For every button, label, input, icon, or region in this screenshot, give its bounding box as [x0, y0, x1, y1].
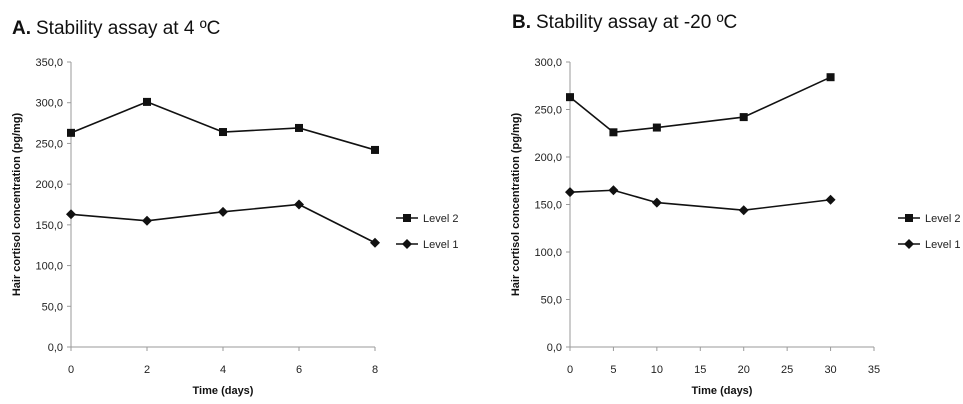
- legend-label: Level 2: [423, 213, 458, 225]
- y-tick-label: 0,0: [547, 342, 562, 354]
- y-axis-label: Hair cortisol concentration (pg/mg): [510, 112, 522, 296]
- y-tick-label: 350,0: [35, 57, 63, 69]
- legend-item: Level 2: [396, 213, 458, 225]
- data-point: [609, 128, 618, 137]
- x-tick-label: 20: [738, 364, 750, 376]
- data-point: [371, 145, 379, 154]
- data-point: [738, 205, 749, 216]
- x-axis-label: Time (days): [692, 385, 753, 397]
- y-tick-label: 100,0: [35, 261, 63, 273]
- data-point: [566, 93, 574, 102]
- x-tick-label: 2: [144, 364, 150, 376]
- data-point: [294, 199, 304, 210]
- legend-label: Level 2: [925, 213, 960, 225]
- y-tick-label: 200,0: [35, 179, 63, 191]
- x-tick-label: 0: [68, 364, 74, 376]
- chart-title: A. Stability assay at 4 ºC: [12, 18, 220, 39]
- data-point: [219, 128, 227, 137]
- panel-a: A. Stability assay at 4 ºC 0,0 50,0 100,0 150…: [11, 18, 458, 397]
- data-point: [826, 73, 835, 82]
- x-tick-label: 4: [220, 364, 226, 376]
- data-point: [652, 123, 661, 132]
- y-tick-label: 300,0: [534, 57, 562, 69]
- chart-title-text: Stability assay at 4 ºC: [36, 18, 220, 39]
- legend-item: Level 1: [396, 239, 458, 251]
- data-point: [142, 215, 152, 226]
- y-axis-label: Hair cortisol concentration (pg/mg): [11, 112, 23, 296]
- panel-letter: A.: [12, 18, 31, 39]
- x-axis-label: Time (days): [193, 385, 254, 397]
- series-level-1: [565, 185, 836, 216]
- legend-marker: [904, 239, 914, 249]
- chart-title-text: Stability assay at -20 ºC: [536, 12, 737, 33]
- data-point: [218, 206, 228, 217]
- y-tick-label: 150,0: [534, 200, 562, 212]
- x-tick-label: 30: [824, 364, 836, 376]
- series-level-1: [66, 199, 380, 248]
- data-point: [739, 113, 748, 122]
- panel-letter: B.: [512, 12, 531, 33]
- series-line: [70, 101, 376, 151]
- x-tick-label: 35: [868, 364, 880, 376]
- y-tick-label: 250,0: [35, 138, 63, 150]
- x-tick-label: 15: [694, 364, 706, 376]
- data-point: [66, 209, 76, 220]
- legend-label: Level 1: [925, 239, 960, 251]
- y-tick-label: 200,0: [534, 152, 562, 164]
- data-point: [67, 128, 75, 137]
- legend-item: Level 1: [898, 239, 960, 251]
- y-tick-label: 300,0: [35, 98, 63, 110]
- x-tick-label: 25: [781, 364, 793, 376]
- x-tick-label: 6: [296, 364, 302, 376]
- series-line: [569, 76, 831, 134]
- data-point: [295, 123, 303, 132]
- x-tick-label: 0: [567, 364, 573, 376]
- data-point: [825, 194, 836, 205]
- data-point: [143, 97, 151, 106]
- chart-title: B. Stability assay at -20 ºC: [512, 12, 737, 33]
- legend-marker: [403, 214, 411, 222]
- y-tick-label: 150,0: [35, 220, 63, 232]
- legend-marker: [402, 239, 412, 249]
- x-tick-label: 5: [610, 364, 616, 376]
- panel-b: B. Stability assay at -20 ºC 0,0 50,0 100,0 1…: [510, 12, 960, 397]
- data-point: [565, 187, 575, 198]
- data-point: [370, 237, 380, 248]
- legend-marker: [905, 214, 913, 222]
- y-tick-label: 0,0: [48, 342, 63, 354]
- y-tick-label: 100,0: [534, 247, 562, 259]
- legend-item: Level 2: [898, 213, 960, 225]
- y-tick-label: 250,0: [534, 105, 562, 117]
- y-tick-label: 50,0: [42, 301, 63, 313]
- y-tick-label: 50,0: [541, 295, 562, 307]
- data-point: [608, 185, 619, 196]
- x-tick-label: 8: [372, 364, 378, 376]
- legend-label: Level 1: [423, 239, 458, 251]
- series-line: [569, 189, 831, 212]
- x-tick-label: 10: [651, 364, 663, 376]
- series-level-2: [566, 73, 835, 137]
- series-level-2: [67, 97, 379, 154]
- data-point: [651, 197, 662, 208]
